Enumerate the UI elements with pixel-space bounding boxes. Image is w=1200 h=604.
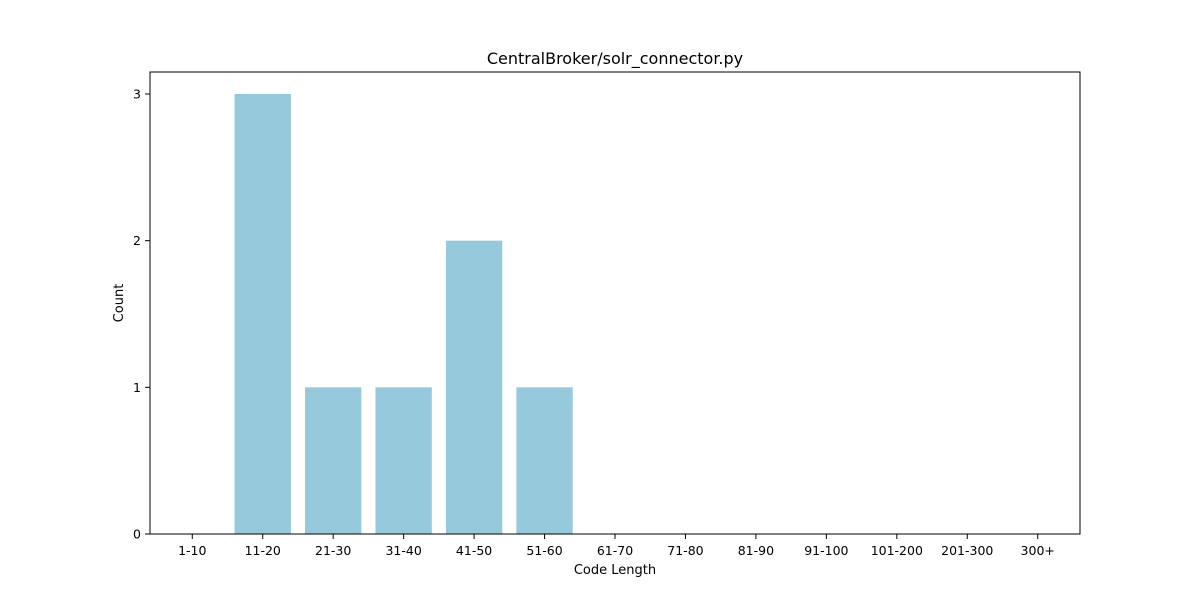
bar-51-60	[516, 387, 572, 534]
x-tick-label: 201-300	[941, 543, 993, 558]
x-tick-label: 101-200	[871, 543, 923, 558]
x-tick-label: 91-100	[804, 543, 848, 558]
x-tick-label: 71-80	[667, 543, 703, 558]
bar-31-40	[375, 387, 431, 534]
chart-title: CentralBroker/solr_connector.py	[487, 49, 743, 69]
x-tick-label: 31-40	[385, 543, 421, 558]
bar-11-20	[235, 94, 291, 534]
bars-layer	[235, 94, 573, 534]
x-tick-label: 61-70	[597, 543, 633, 558]
y-tick-label: 1	[133, 380, 141, 395]
x-tick-label: 300+	[1021, 543, 1055, 558]
bar-41-50	[446, 241, 502, 534]
y-tick-label: 3	[133, 87, 141, 102]
x-tick-label: 21-30	[315, 543, 351, 558]
x-tick-label: 11-20	[245, 543, 281, 558]
x-tick-label: 1-10	[178, 543, 206, 558]
y-axis-label: Count	[112, 284, 127, 323]
x-tick-label: 51-60	[526, 543, 562, 558]
x-axis-label: Code Length	[574, 563, 656, 578]
y-tick-label: 0	[133, 527, 141, 542]
x-tick-label: 41-50	[456, 543, 492, 558]
y-tick-label: 2	[133, 233, 141, 248]
x-tick-label: 81-90	[738, 543, 774, 558]
bar-21-30	[305, 387, 361, 534]
